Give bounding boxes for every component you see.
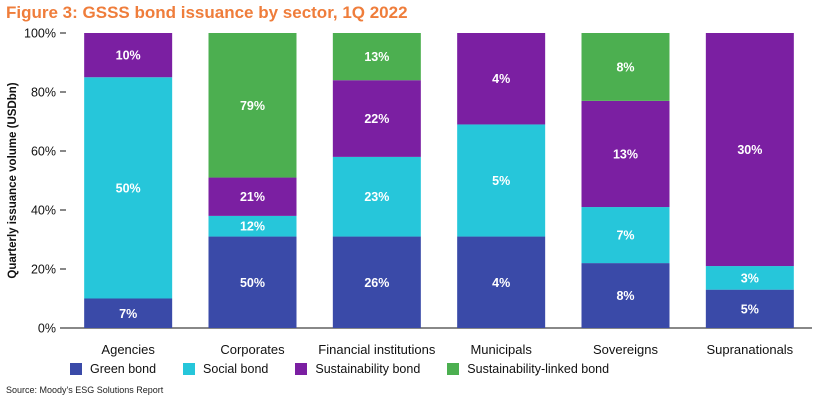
legend-swatch xyxy=(447,363,460,375)
bar-segment xyxy=(84,33,173,78)
legend-label: Green bond xyxy=(90,362,157,376)
bar-segment xyxy=(581,207,670,264)
bar-segment xyxy=(581,263,670,328)
bar-segment xyxy=(457,33,546,125)
x-tick-label: Sovereigns xyxy=(593,342,659,357)
x-tick-label: Supranationals xyxy=(706,342,793,357)
bar-segment xyxy=(208,215,297,237)
data-label: 3% xyxy=(741,271,759,285)
bar-segment xyxy=(457,236,546,328)
data-label: 5% xyxy=(492,174,510,188)
data-label: 50% xyxy=(240,276,265,290)
chart-title: Figure 3: GSSS bond issuance by sector, … xyxy=(6,3,408,22)
data-label: 7% xyxy=(616,229,634,243)
bar-segment xyxy=(581,33,670,101)
data-label: 8% xyxy=(616,289,634,303)
y-axis-label: Quarterly issuance volume (USDbn) xyxy=(7,82,19,278)
legend-item: Sustainability-linked bond xyxy=(447,362,609,376)
legend-label: Social bond xyxy=(203,362,269,376)
legend-swatch xyxy=(295,363,308,375)
x-tick-label: Agencies xyxy=(101,342,155,357)
bar-segment xyxy=(457,124,546,237)
data-label: 21% xyxy=(240,190,265,204)
bar-segment xyxy=(84,77,173,299)
y-tick-label: 60% xyxy=(31,145,56,159)
bar-segment xyxy=(705,289,794,328)
y-tick-label: 80% xyxy=(31,86,56,100)
data-label: 30% xyxy=(737,143,762,157)
data-label: 8% xyxy=(616,60,634,74)
data-label: 4% xyxy=(492,276,510,290)
data-label: 12% xyxy=(240,220,265,234)
legend-item: Sustainability bond xyxy=(295,362,420,376)
bar-segment xyxy=(208,177,297,216)
bar-segment xyxy=(208,236,297,328)
x-tick-label: Municipals xyxy=(470,342,532,357)
bar-segment xyxy=(332,156,421,237)
data-label: 79% xyxy=(240,99,265,113)
legend-label: Sustainability bond xyxy=(315,362,421,376)
data-label: 50% xyxy=(116,181,141,195)
bar-segment xyxy=(332,236,421,328)
bar-segment xyxy=(705,33,794,267)
x-tick-label: Financial institutions xyxy=(318,342,436,357)
legend-swatch xyxy=(183,363,196,375)
legend-item: Green bond xyxy=(70,362,156,376)
source-note: Source: Moody's ESG Solutions Report xyxy=(6,385,164,395)
bar-segment xyxy=(581,100,670,208)
data-label: 26% xyxy=(364,276,389,290)
y-tick-label: 100% xyxy=(24,27,56,41)
y-tick-label: 40% xyxy=(31,204,56,218)
bar-segment xyxy=(705,266,794,290)
legend-item: Social bond xyxy=(183,362,268,376)
data-label: 13% xyxy=(364,50,389,64)
bar-segment xyxy=(332,80,421,157)
bar-segment xyxy=(84,298,173,328)
bar-segment xyxy=(332,33,421,81)
chart-labels: 7% 50% 10% 50% 12% 21% 79% 26% 23% 22% 13% 4% 5% 4% 8%… xyxy=(116,49,763,321)
data-label: 7% xyxy=(119,307,137,321)
y-tick-label: 0% xyxy=(38,322,56,336)
data-label: 13% xyxy=(613,147,638,161)
y-tick-label: 20% xyxy=(31,263,56,277)
data-label: 10% xyxy=(116,49,141,63)
bar-segment xyxy=(208,33,297,178)
x-tick-label: Corporates xyxy=(220,342,285,357)
data-label: 22% xyxy=(364,112,389,126)
data-label: 23% xyxy=(364,190,389,204)
chart-axes: Quarterly issuance volume (USDbn) 0% 20% 40… xyxy=(7,27,812,357)
data-label: 4% xyxy=(492,72,510,86)
data-label: 5% xyxy=(741,302,759,316)
chart-bars xyxy=(84,33,794,328)
chart-legend: Green bond Social bond Sustainability bond… xyxy=(70,362,636,376)
legend-label: Sustainability-linked bond xyxy=(467,362,610,376)
legend-swatch xyxy=(70,363,82,375)
